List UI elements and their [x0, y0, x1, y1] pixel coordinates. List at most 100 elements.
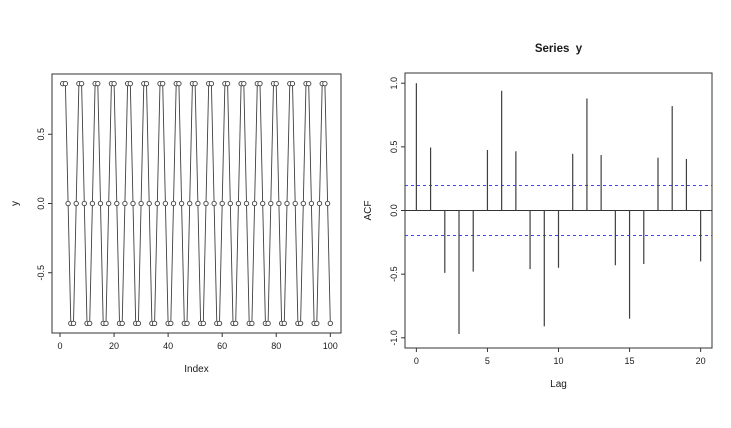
data-point-marker	[233, 320, 239, 327]
y-axis-label: ACF	[363, 201, 374, 221]
data-point-marker	[103, 320, 109, 327]
data-point-marker	[78, 80, 85, 87]
data-point-marker	[219, 200, 225, 207]
data-point-marker	[268, 200, 274, 207]
y-tick-label: 0.0	[389, 204, 399, 217]
data-point-marker	[300, 200, 306, 207]
data-point-marker	[284, 200, 290, 207]
y-tick-label: 0.5	[389, 141, 399, 154]
data-point-marker	[95, 80, 101, 87]
y-tick-label: -0.5	[389, 266, 399, 282]
data-point-marker	[81, 200, 87, 207]
data-point-marker	[151, 320, 158, 327]
data-point-marker	[138, 200, 144, 207]
data-point-marker	[119, 320, 125, 327]
data-point-marker	[187, 200, 193, 207]
data-point-marker	[227, 200, 233, 207]
data-point-marker	[322, 80, 328, 87]
data-point-marker	[160, 80, 166, 87]
data-point-marker	[106, 200, 112, 207]
data-point-marker	[146, 200, 152, 207]
x-tick-label: 80	[271, 341, 281, 351]
data-point-marker	[195, 200, 201, 207]
y-tick-label: -0.5	[36, 265, 46, 281]
data-point-marker	[89, 200, 96, 207]
data-point-marker	[235, 200, 242, 207]
data-point-marker	[297, 320, 304, 327]
x-tick-label: 20	[109, 341, 119, 351]
x-tick-label: 15	[625, 356, 635, 366]
x-tick-label: 10	[553, 356, 563, 366]
acf-bars	[415, 83, 702, 334]
x-axis-label: Lag	[550, 379, 567, 390]
data-point-marker	[273, 80, 279, 87]
data-point-marker	[316, 200, 323, 207]
series-markers	[60, 80, 333, 327]
series-line	[62, 83, 331, 324]
x-tick-label: 0	[57, 341, 62, 351]
data-point-marker	[130, 200, 136, 207]
data-point-marker	[62, 80, 69, 87]
data-point-marker	[327, 320, 333, 327]
data-point-marker	[200, 320, 206, 327]
data-point-marker	[260, 200, 266, 207]
x-tick-label: 60	[217, 341, 227, 351]
data-point-marker	[154, 200, 160, 207]
data-point-marker	[289, 80, 296, 87]
data-point-marker	[324, 200, 331, 207]
data-point-marker	[114, 200, 120, 207]
data-point-marker	[308, 200, 315, 207]
plot-title: Series y	[535, 43, 583, 55]
x-axis: 0 20 40 60 80 100	[57, 333, 338, 351]
data-point-marker	[224, 80, 231, 87]
data-point-marker	[257, 80, 263, 87]
data-point-marker	[176, 80, 182, 87]
data-point-marker	[73, 200, 79, 207]
data-point-marker	[249, 320, 255, 327]
y-axis: -1.0 -0.5 0.0 0.5 1.0	[389, 77, 405, 346]
y-tick-label: 1.0	[389, 77, 399, 90]
data-point-marker	[70, 320, 77, 327]
x-tick-label: 0	[414, 356, 419, 366]
y-tick-label: 0.5	[36, 128, 46, 141]
x-tick-label: 20	[696, 356, 706, 366]
data-point-marker	[265, 320, 271, 327]
y-tick-label: 0.0	[36, 197, 46, 210]
data-point-marker	[178, 200, 185, 207]
data-point-marker	[243, 200, 250, 207]
data-point-marker	[127, 80, 133, 87]
data-point-marker	[192, 80, 198, 87]
data-point-marker	[143, 80, 150, 87]
data-point-marker	[211, 200, 217, 207]
data-point-marker	[122, 200, 128, 207]
data-point-marker	[208, 80, 215, 87]
data-point-marker	[170, 200, 177, 207]
data-point-marker	[162, 200, 169, 207]
y-axis-label: y	[10, 201, 21, 206]
acf-plot: 0 5 10 15 20 -1.0 -0.5 0.0 0.5 1.0 Lag ACF Series y	[363, 43, 713, 390]
data-point-marker	[65, 200, 71, 207]
data-point-marker	[216, 320, 223, 327]
data-point-marker	[292, 200, 298, 207]
x-tick-label: 100	[323, 341, 338, 351]
data-point-marker	[111, 80, 117, 87]
x-tick-label: 40	[163, 341, 173, 351]
x-axis: 0 5 10 15 20	[414, 348, 706, 366]
y-axis: -0.5 0.0 0.5	[36, 128, 52, 280]
data-point-marker	[97, 200, 104, 207]
series-plot: 0 20 40 60 80 100 -0.5 0.0 0.5 Index y	[10, 73, 342, 375]
x-tick-label: 5	[485, 356, 490, 366]
data-point-marker	[314, 320, 320, 327]
x-axis-label: Index	[184, 364, 208, 375]
data-point-marker	[306, 80, 312, 87]
data-point-marker	[241, 80, 247, 87]
data-point-marker	[87, 320, 93, 327]
data-point-marker	[251, 200, 258, 207]
data-point-marker	[168, 320, 174, 327]
data-point-marker	[276, 200, 282, 207]
y-tick-label: -1.0	[389, 330, 399, 346]
data-point-marker	[281, 320, 287, 327]
data-point-marker	[203, 200, 209, 207]
